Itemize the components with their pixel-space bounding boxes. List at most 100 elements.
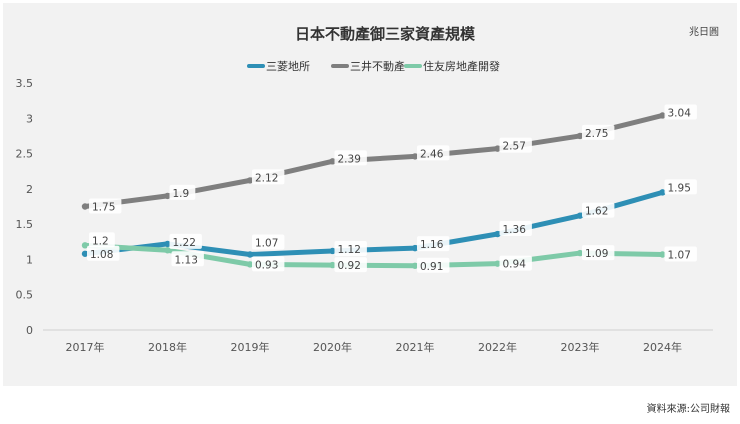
x-tick-label: 2017年 [66, 340, 105, 354]
x-tick-label: 2020年 [313, 340, 352, 354]
data-label: 1.13 [175, 254, 198, 266]
data-label: 2.57 [503, 141, 526, 153]
data-label: 1.22 [173, 237, 196, 249]
y-tick-label: 0 [26, 324, 33, 337]
x-tick-label: 2021年 [396, 340, 435, 354]
data-label-box [334, 150, 367, 166]
data-point [81, 242, 89, 249]
data-point [81, 203, 89, 210]
data-label: 1.07 [255, 237, 278, 249]
data-label: 1.16 [420, 239, 444, 251]
y-tick-label: 0.5 [16, 289, 34, 302]
legend-label: 三井不動產 [350, 59, 405, 73]
data-label-box [252, 234, 285, 250]
data-point [246, 177, 254, 184]
y-tick-label: 2 [26, 183, 33, 196]
data-label-box [169, 233, 202, 249]
data-label: 2.12 [255, 172, 278, 184]
data-point [576, 212, 584, 219]
series-group [81, 112, 666, 269]
data-label: 0.93 [255, 259, 278, 271]
data-label: 1.36 [503, 224, 527, 236]
data-label-box [499, 221, 532, 237]
data-label: 1.12 [338, 244, 361, 256]
data-labels: 1.08 1.22 1.07 1.12 1.16 1.36 1.62 1.95 1.75 1.9 2… [87, 104, 697, 273]
data-label: 2.75 [585, 128, 608, 140]
data-label-box [582, 245, 615, 261]
x-tick-label: 2023年 [561, 340, 600, 354]
data-point [164, 192, 171, 200]
unit-label: 兆日圓 [689, 26, 719, 38]
data-label-box [87, 245, 120, 261]
data-label-box [417, 257, 450, 273]
data-label-box [499, 137, 532, 153]
data-point [81, 250, 89, 257]
line-chart: 日本不動產御三家資產規模 兆日圓 三菱地所 三井不動產 住友房地產開發 0 0.5 1 1… [16, 25, 720, 354]
data-label: 0.91 [420, 261, 443, 273]
legend: 三菱地所 三井不動產 住友房地產開發 [247, 59, 500, 73]
data-point [411, 244, 419, 252]
data-point [659, 251, 666, 258]
data-label-box [664, 104, 697, 120]
legend-label: 三菱地所 [266, 60, 310, 73]
data-point [164, 247, 171, 254]
x-tick-label: 2018年 [148, 340, 187, 354]
data-point [411, 153, 419, 160]
data-label: 1.62 [585, 206, 608, 218]
data-point [246, 251, 254, 258]
data-point [494, 145, 501, 152]
data-label-box [417, 145, 450, 161]
data-label-box [89, 198, 122, 214]
data-point [659, 112, 666, 119]
data-point [329, 158, 336, 165]
data-label-box [664, 179, 697, 195]
data-label: 1.07 [668, 249, 691, 261]
data-label: 1.2 [92, 235, 109, 247]
y-tick-label: 1.5 [16, 218, 34, 231]
data-point [246, 261, 254, 268]
chart-title: 日本不動產御三家資產規模 [295, 25, 476, 43]
data-label-box [334, 240, 367, 256]
data-label-box [582, 202, 615, 218]
data-label-box [89, 232, 115, 248]
data-label-box [664, 246, 697, 262]
data-point [411, 262, 419, 269]
data-label: 1.75 [92, 202, 115, 214]
data-label-box [252, 169, 285, 185]
data-point [494, 230, 501, 238]
data-point [164, 240, 171, 248]
source-note: 資料來源:公司財報 [646, 404, 730, 415]
data-label: 1.08 [90, 249, 113, 261]
data-label: 0.94 [503, 259, 527, 271]
data-point [576, 249, 584, 257]
x-tick-label: 2019年 [231, 340, 270, 354]
data-label-box [252, 256, 285, 272]
data-label: 1.9 [173, 188, 190, 200]
y-tick-label: 3.5 [16, 77, 34, 90]
x-tick-label: 2024年 [643, 340, 682, 354]
data-label-box [582, 124, 615, 140]
y-tick-label: 1 [26, 253, 33, 266]
chart-panel: 日本不動產御三家資產規模 兆日圓 三菱地所 三井不動產 住友房地產開發 0 0.5 1 1… [3, 3, 737, 386]
data-label: 1.09 [585, 248, 608, 260]
data-label-box [499, 255, 532, 271]
axes: 0 0.5 1 1.5 2 2.5 3 3.5 2017年 2018年 2019年 2020年 2021… [16, 77, 713, 354]
data-label: 0.92 [338, 260, 361, 272]
data-label: 3.04 [668, 107, 692, 119]
data-point [659, 189, 666, 196]
data-point [576, 132, 584, 140]
data-label: 1.95 [668, 182, 691, 194]
data-label-box [169, 184, 196, 200]
y-tick-label: 2.5 [16, 148, 34, 161]
data-point [494, 260, 501, 267]
data-label-box [417, 236, 450, 252]
data-label-box [171, 251, 204, 267]
data-label: 2.46 [420, 148, 444, 160]
legend-label: 住友房地產開發 [423, 59, 500, 73]
y-tick-label: 3 [26, 112, 33, 125]
data-point [329, 247, 336, 255]
x-tick-label: 2022年 [478, 340, 517, 354]
data-label: 2.39 [338, 153, 361, 165]
data-label-box [334, 257, 367, 273]
data-point [329, 261, 336, 269]
